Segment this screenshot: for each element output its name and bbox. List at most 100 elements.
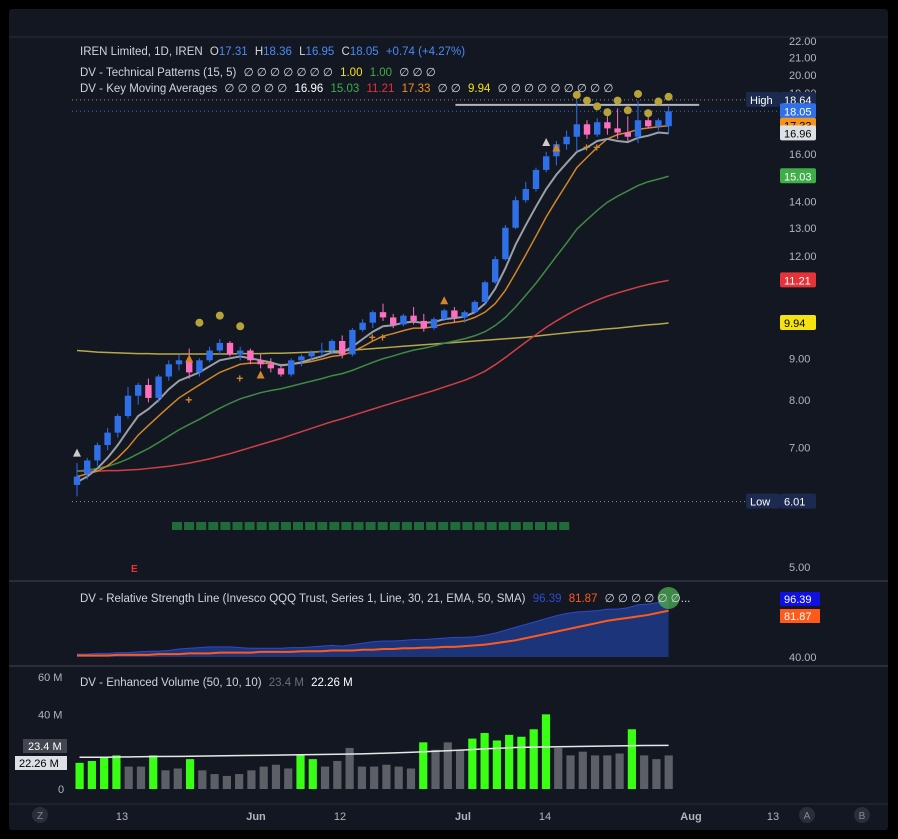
pattern-bar (293, 522, 303, 530)
vol-badge-1: 23.4 M (28, 741, 62, 753)
vol-label: DV - Enhanced Volume (50, 10, 10) (80, 677, 262, 689)
pattern-bar (559, 522, 570, 530)
price-tick-label: 20.00 (789, 70, 817, 82)
pattern-dot (654, 97, 663, 106)
time-tick-label: 13 (116, 811, 128, 823)
candle-body (369, 312, 376, 323)
pattern-dot (583, 96, 591, 105)
vol-tick-label: 0 (58, 784, 64, 796)
price-tick-label: 5.00 (789, 562, 810, 574)
pattern-bar (401, 522, 412, 530)
candle-body (532, 169, 540, 190)
button-label: B (859, 811, 866, 822)
volume-bar (185, 759, 195, 789)
candle-body (583, 124, 591, 135)
candle-body (94, 445, 101, 461)
pattern-bar (389, 522, 400, 530)
time-tick-label: Aug (680, 811, 701, 823)
price-label-text: 6.01 (784, 497, 805, 509)
candle (441, 308, 448, 321)
pattern-bar (172, 522, 182, 530)
candle-body (604, 122, 611, 129)
volume-bar (296, 755, 305, 789)
timeframe-button-b[interactable]: B (854, 807, 870, 823)
pattern-dot (572, 90, 581, 99)
pattern-bar (510, 522, 521, 530)
rs-line (77, 599, 669, 655)
candle (277, 366, 285, 377)
candle-body (247, 350, 254, 361)
price-tick-label: 22.00 (789, 36, 817, 48)
price-label-text: 9.94 (784, 318, 805, 330)
pattern-plus: + (236, 372, 243, 386)
candle (104, 427, 111, 451)
price-label-badge: 16.96 (780, 125, 816, 141)
candle (655, 118, 662, 131)
candle-body (634, 120, 642, 137)
open-number: 17.31 (218, 46, 248, 58)
timeframe-button-left[interactable]: Z (32, 807, 48, 823)
pattern-plus: + (583, 140, 590, 154)
mas-zeros-b: ∅ ∅ (437, 83, 461, 95)
pattern-dot (603, 108, 612, 117)
candle-body (104, 432, 111, 446)
candle-body (441, 310, 448, 320)
pattern-bar (268, 522, 279, 530)
pattern-bar (474, 522, 485, 530)
candle (390, 313, 397, 329)
volume-bar (578, 751, 587, 789)
candle (84, 457, 91, 480)
rs-badge-1-bg (780, 592, 820, 606)
mas-value-4: 17.33 (401, 83, 431, 95)
candle (114, 413, 121, 438)
pattern-bar (196, 522, 207, 530)
pattern-plus: + (593, 140, 600, 154)
sma200-line (76, 322, 669, 355)
price-label-badge: 11.21 (780, 272, 816, 288)
candle (196, 358, 203, 377)
candle (135, 382, 142, 405)
mas-value-1: 16.96 (294, 83, 324, 95)
candle-body (471, 301, 478, 313)
pattern-plus: + (379, 330, 386, 344)
volume-bar (529, 729, 538, 789)
pattern-triangle (73, 448, 81, 457)
mas-value-2: 15.03 (330, 83, 360, 95)
candle-body (492, 259, 499, 283)
price-tick-label: 13.00 (789, 223, 817, 235)
candle-body (145, 384, 152, 398)
candle-body (451, 310, 458, 318)
rs-badge-2: 81.87 (784, 611, 812, 623)
candle (502, 225, 509, 261)
candle (369, 310, 376, 329)
volume-bar (284, 768, 293, 789)
chart-canvas[interactable]: ++++++E 22.0021.0020.0019.0016.0014.0013… (9, 9, 888, 830)
price-label-bg (780, 493, 816, 509)
volume-bar (222, 775, 231, 789)
open-value: O17.31 (210, 46, 248, 58)
candle (481, 280, 489, 304)
price-label-text: 11.21 (784, 275, 811, 287)
price-tick-label: 12.00 (789, 251, 817, 263)
low-value: L16.95 (299, 46, 334, 58)
candle (124, 387, 132, 419)
price-prefix-text: High (750, 95, 773, 107)
patterns-label: DV - Technical Patterns (15, 5) (80, 67, 237, 79)
candle-body (288, 360, 295, 375)
chart-window: ++++++E 22.0021.0020.0019.0016.0014.0013… (9, 9, 888, 830)
timeframe-button-a[interactable]: A (799, 807, 815, 823)
time-tick-label: Jul (455, 811, 471, 823)
rs-value-2: 81.87 (568, 593, 598, 605)
pattern-bar (547, 522, 558, 530)
pattern-plus: + (369, 330, 376, 344)
candle-body (277, 368, 285, 375)
patterns-legend: DV - Technical Patterns (15, 5) ∅ ∅ ∅ ∅ … (80, 65, 440, 79)
price-label-bg (780, 91, 816, 107)
price-label-text: 18.05 (784, 106, 812, 118)
candle (247, 348, 254, 365)
volume-bar (652, 759, 661, 789)
candle (430, 317, 438, 330)
candle (328, 339, 336, 355)
volume-bar (664, 755, 673, 789)
price-tick-label: 16.00 (789, 149, 817, 161)
